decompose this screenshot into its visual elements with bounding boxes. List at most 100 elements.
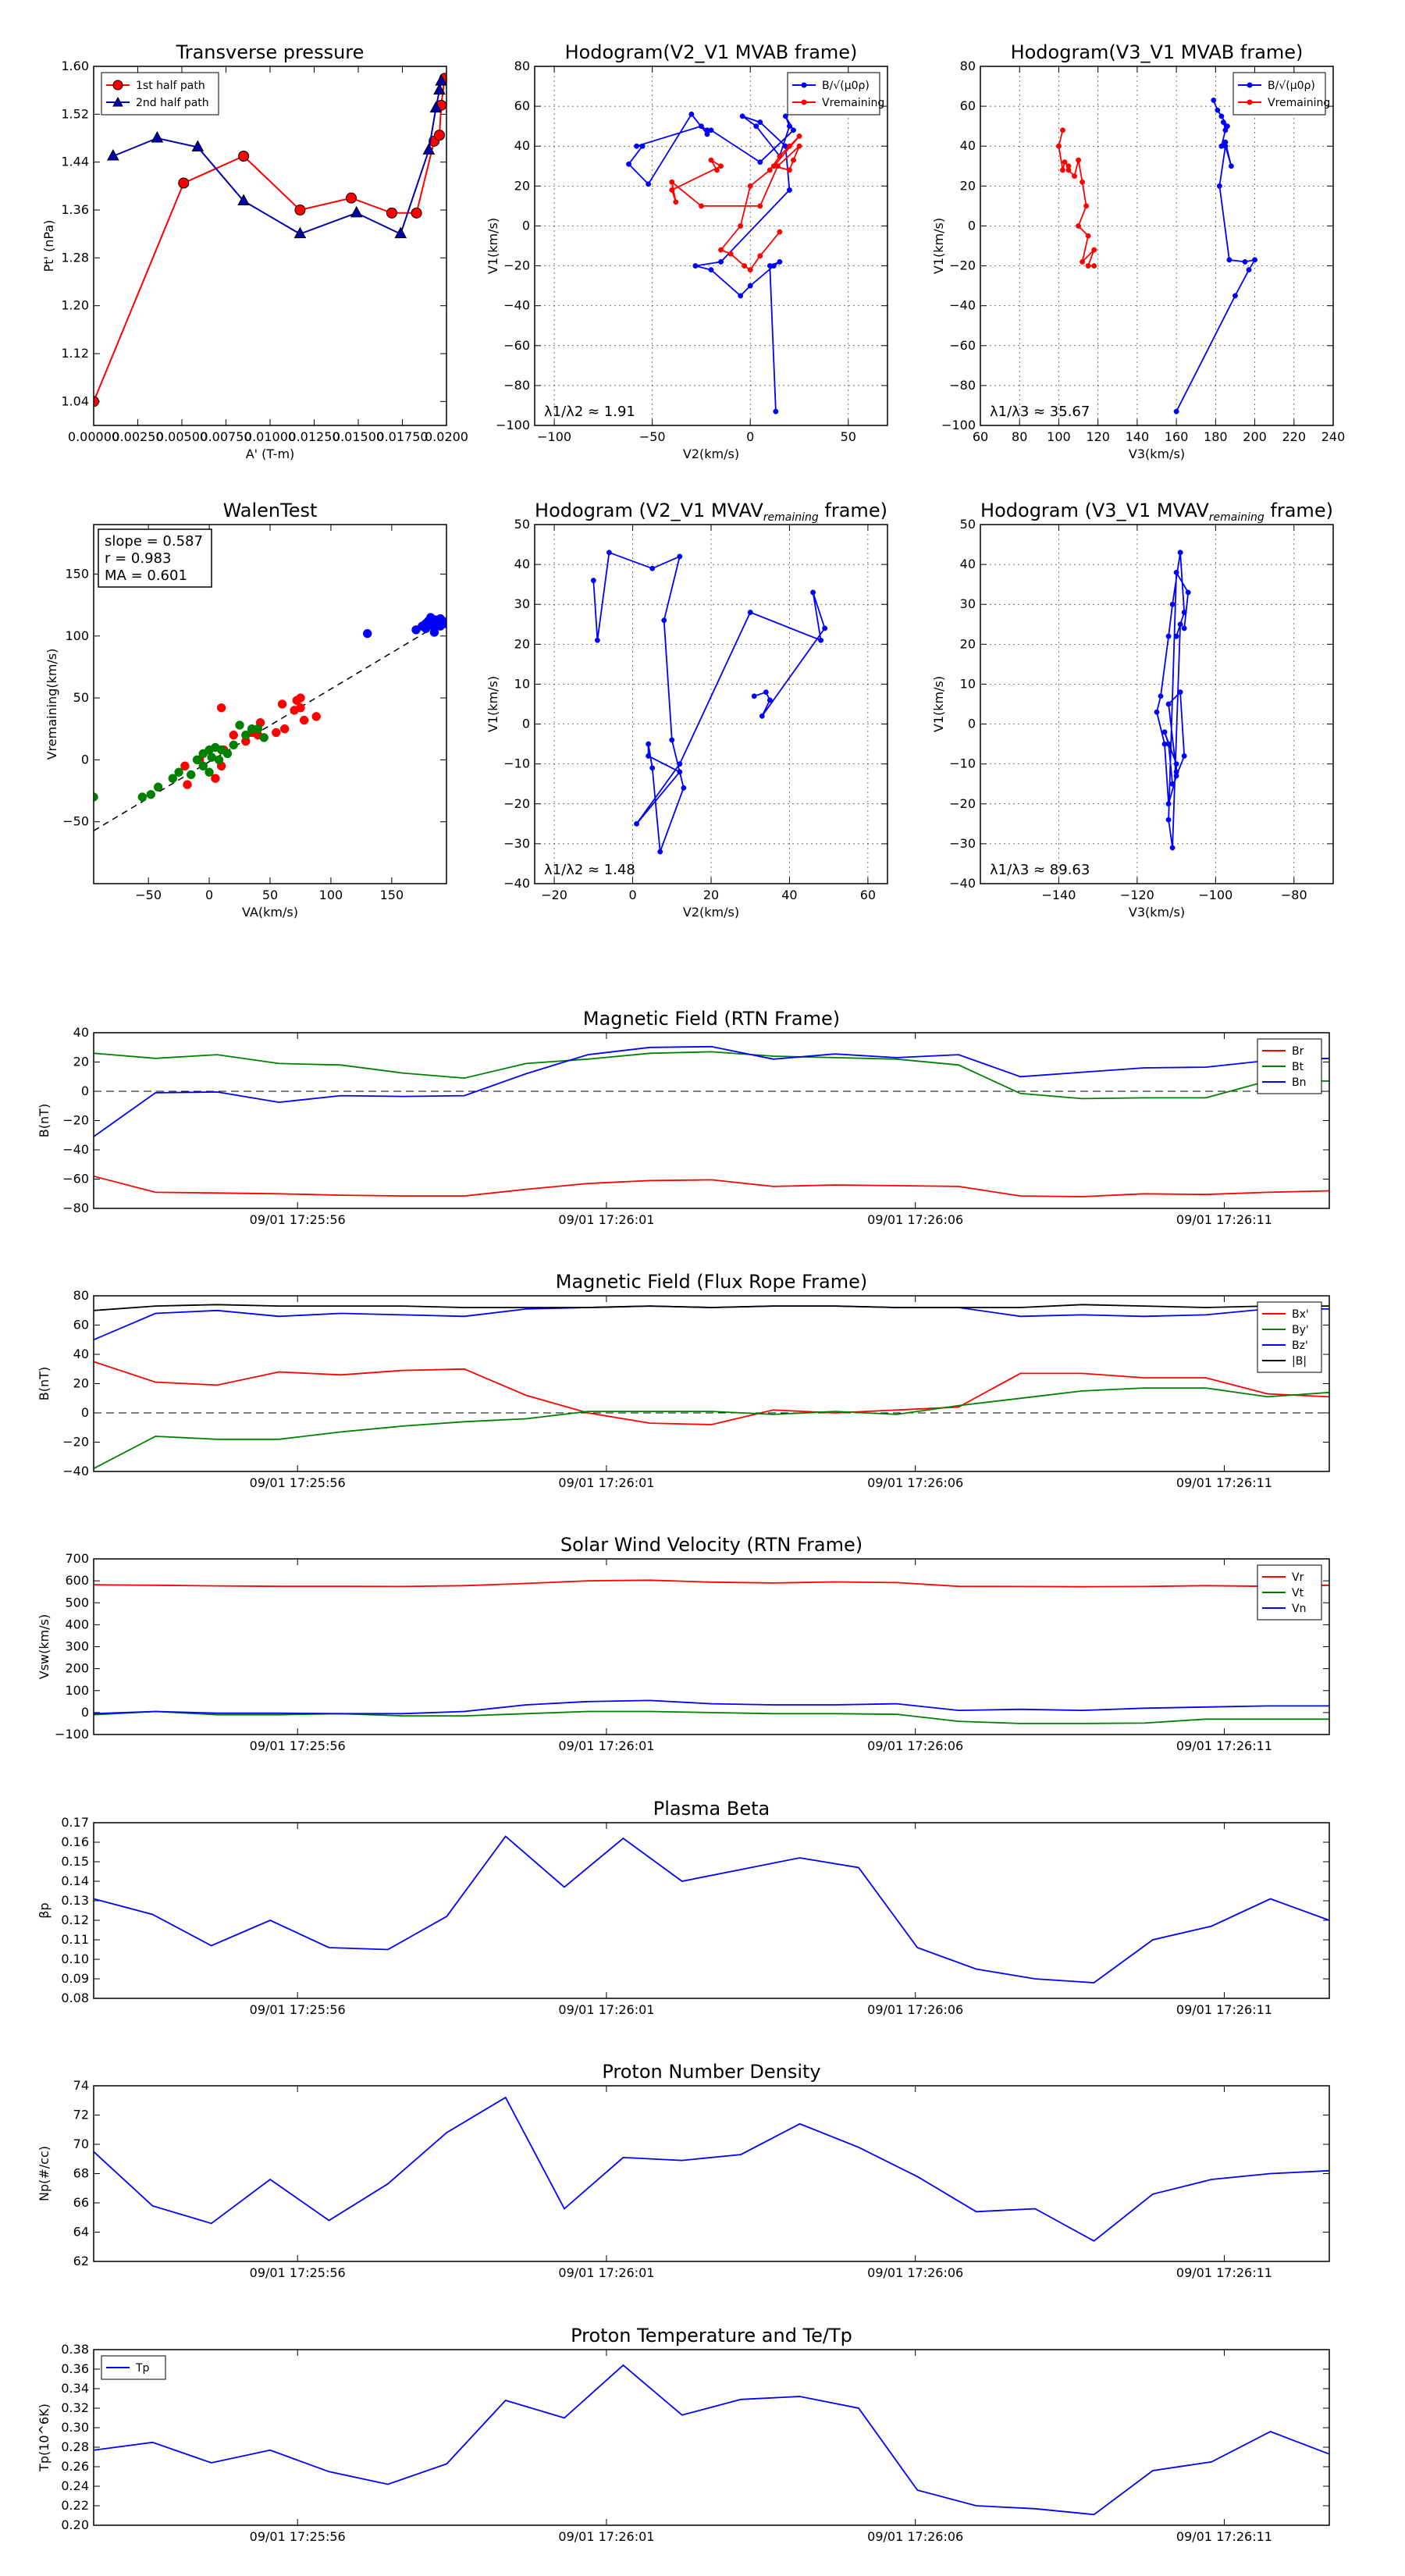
y-tick-label: 80 — [514, 59, 530, 73]
data-layer — [94, 2096, 1329, 2242]
y-tick-label: −40 — [503, 298, 530, 313]
data-point — [94, 396, 99, 407]
y-tick-label: 66 — [73, 2195, 89, 2210]
data-point — [421, 624, 431, 633]
chart-hr21: −20 0 20 40 60 −40 −30 −20 −10 0 10 20 30 40 50 Hodogra… — [486, 500, 888, 920]
data-point — [205, 767, 214, 777]
y-tick-label: 0.17 — [61, 1815, 89, 1830]
x-tick-label: 0.01250 — [288, 429, 340, 444]
x-tick-label: 09/01 17:26:11 — [1176, 1475, 1272, 1490]
data-point — [1072, 173, 1077, 180]
data-point — [94, 792, 98, 802]
data-point — [688, 111, 695, 117]
data-point — [183, 780, 192, 789]
x-tick-label: 150 — [380, 888, 404, 902]
y-tick-label: 0.12 — [61, 1912, 89, 1927]
data-point — [1161, 741, 1168, 747]
data-point — [677, 769, 683, 775]
data-point — [759, 713, 765, 719]
data-point — [1218, 113, 1225, 119]
y-tick-label: 150 — [65, 566, 89, 581]
chart-title: Proton Temperature and Te/Tp — [571, 2325, 852, 2347]
axes-frame — [93, 1822, 1330, 1999]
data-point — [708, 157, 714, 163]
chart-title: Hodogram (V3_V1 MVAVremaining frame) — [980, 500, 1333, 524]
data-point — [293, 226, 307, 239]
axes-frame — [93, 66, 447, 426]
x-tick-label: 60 — [973, 429, 988, 444]
data-point — [222, 749, 233, 759]
data-point — [1060, 127, 1065, 133]
eigenvalue-ratio: λ1/λ3 ≈ 35.67 — [990, 404, 1090, 420]
x-tick-label: 0.0200 — [425, 429, 468, 444]
x-tick-label: 40 — [781, 888, 797, 902]
data-point — [1169, 845, 1176, 851]
series-beta-line — [94, 1835, 1329, 1984]
data-layer — [94, 613, 446, 831]
y-tick-label: 10 — [960, 676, 976, 691]
x-tick-label: 09/01 17:25:56 — [250, 1212, 346, 1227]
data-point — [646, 753, 652, 759]
y-tick-label: 0.28 — [61, 2439, 89, 2454]
x-tick-label: 120 — [1086, 429, 1110, 444]
data-point — [427, 616, 437, 626]
legend-marker — [112, 96, 123, 107]
data-point — [107, 148, 119, 161]
chart-title: WalenTest — [223, 500, 318, 521]
axes-frame — [93, 1295, 1330, 1472]
series-b-line — [94, 1304, 1329, 1311]
data-point — [757, 119, 763, 126]
data-point — [786, 123, 792, 130]
chart-title-main: Hodogram (V2_V1 MVAV — [535, 500, 763, 521]
x-tick-label: 80 — [1012, 429, 1027, 444]
x-tick-label: 09/01 17:26:06 — [867, 2529, 963, 2544]
y-tick-label: 80 — [960, 59, 976, 73]
x-tick-label: 0.01000 — [244, 429, 296, 444]
data-point — [1177, 689, 1183, 696]
data-point — [742, 263, 748, 269]
y-tick-label: 100 — [65, 628, 89, 643]
data-point — [739, 113, 745, 119]
x-tick-label: 09/01 17:26:11 — [1176, 1212, 1272, 1227]
x-tick-label: 100 — [319, 888, 343, 902]
y-tick-label: −40 — [62, 1464, 89, 1478]
eigenvalue-ratio: λ1/λ3 ≈ 89.63 — [990, 862, 1090, 878]
data-point — [436, 621, 445, 631]
series-b-0-line — [628, 112, 795, 412]
series-bz-line — [94, 1305, 1329, 1341]
y-tick-label: 0 — [81, 1405, 89, 1420]
y-tick-label: 10 — [514, 676, 530, 691]
data-point — [661, 617, 667, 624]
x-tick-label: 09/01 17:26:01 — [558, 1738, 654, 1753]
legend-marker — [801, 99, 807, 105]
x-axis-label: A' (T-m) — [246, 447, 295, 461]
data-point — [714, 167, 720, 173]
data-point — [704, 127, 710, 133]
data-point — [747, 609, 753, 615]
y-tick-label: 0.14 — [61, 1873, 89, 1888]
y-tick-label: −30 — [503, 836, 530, 851]
x-tick-label: 180 — [1204, 429, 1228, 444]
y-tick-label: 70 — [73, 2137, 89, 2151]
y-tick-label: 0 — [522, 218, 530, 233]
axes-frame — [980, 66, 1334, 426]
y-tick-label: −20 — [949, 796, 976, 811]
data-point — [237, 194, 250, 205]
chart-np: 09/01 17:25:56 09/01 17:26:01 09/01 17:26:… — [37, 2061, 1330, 2280]
data-point — [669, 737, 675, 743]
axes-frame — [534, 524, 888, 884]
x-tick-label: 0.00000 — [68, 429, 119, 444]
data-point — [777, 229, 783, 235]
data-point — [810, 589, 816, 596]
x-tick-label: 09/01 17:26:11 — [1176, 1738, 1272, 1753]
y-tick-label: 40 — [514, 557, 530, 571]
x-tick-label: 09/01 17:26:01 — [558, 2002, 654, 2017]
data-point — [1226, 257, 1232, 263]
data-point — [669, 187, 675, 193]
data-point — [168, 774, 178, 783]
data-point — [1065, 163, 1072, 169]
data-point — [777, 153, 783, 159]
data-point — [747, 183, 753, 189]
x-tick-label: 0.01500 — [333, 429, 384, 444]
y-tick-label: 74 — [73, 2078, 89, 2093]
